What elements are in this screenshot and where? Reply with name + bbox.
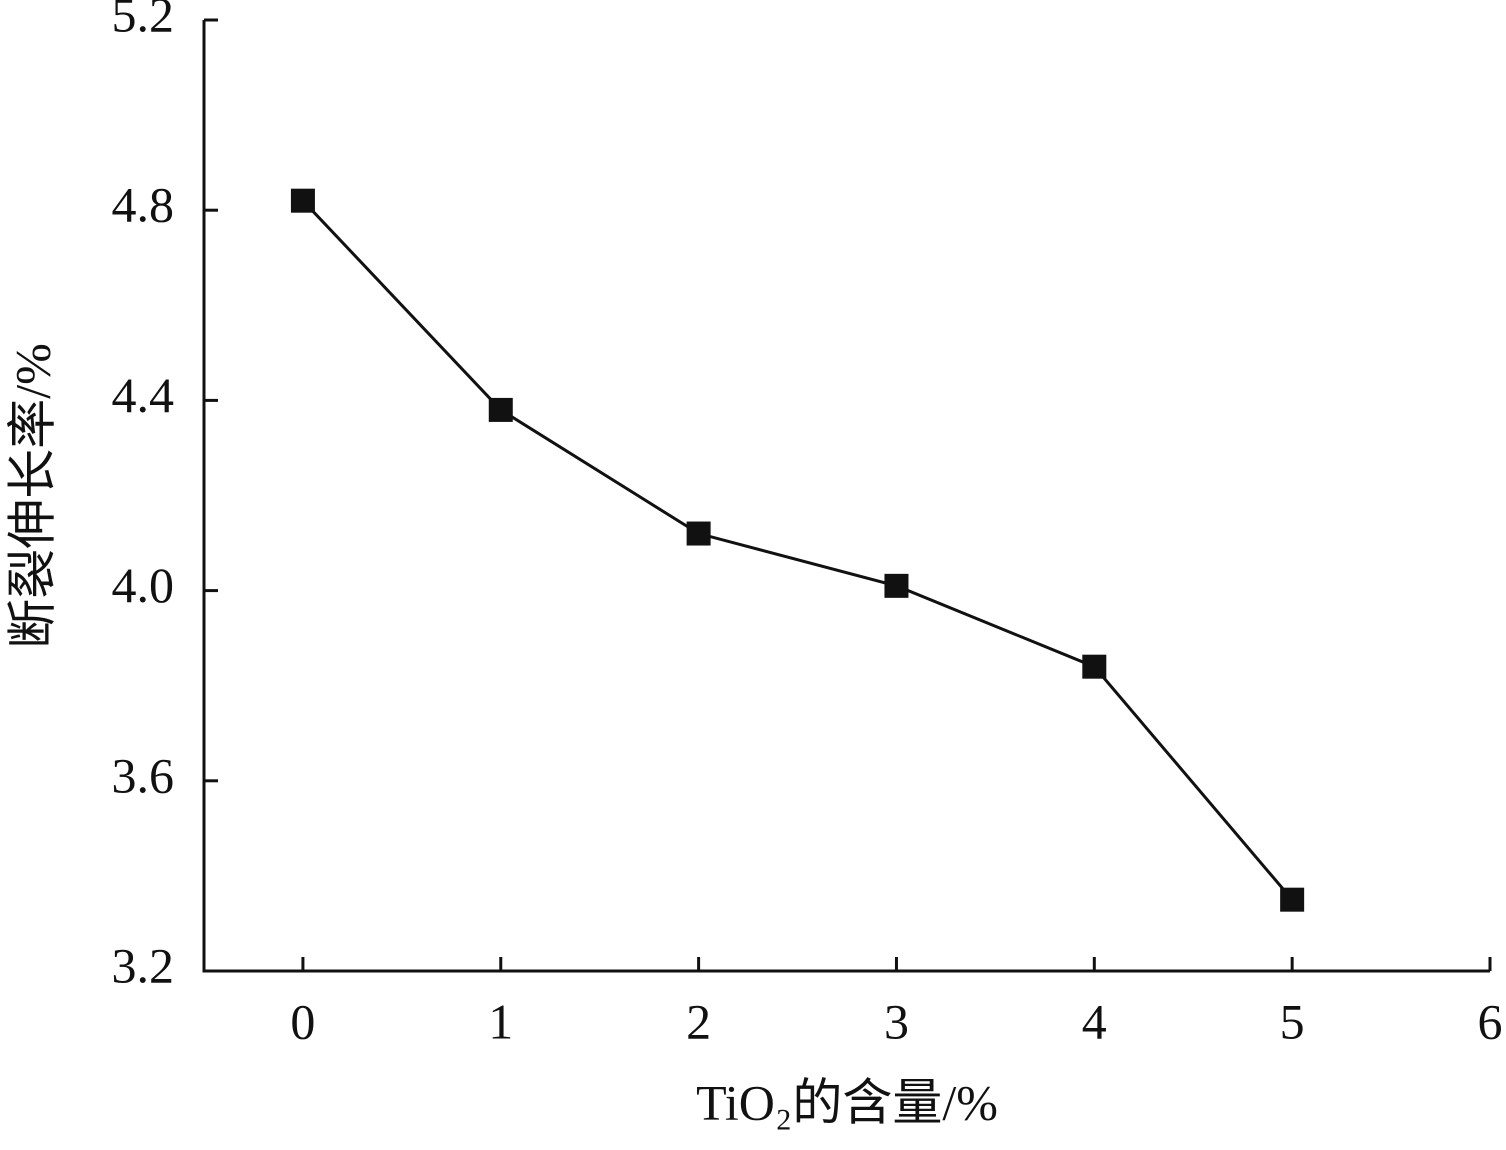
y-tick-label: 4.0 xyxy=(112,557,175,613)
x-tick-label: 0 xyxy=(290,993,315,1049)
x-tick-label: 4 xyxy=(1082,993,1107,1049)
y-axis-label: 断裂伸长率/% xyxy=(4,343,60,649)
y-tick-label: 4.8 xyxy=(112,177,175,233)
x-tick-label: 5 xyxy=(1280,993,1305,1049)
y-tick-label: 3.6 xyxy=(112,747,175,803)
data-point xyxy=(290,188,315,213)
x-tick-label: 3 xyxy=(884,993,909,1049)
data-point xyxy=(1082,654,1107,679)
data-point xyxy=(488,397,513,422)
x-tick-label: 6 xyxy=(1478,993,1503,1049)
data-point xyxy=(884,573,909,598)
x-axis-label: TiO₂的含量/% xyxy=(696,1074,998,1130)
x-tick-label: 2 xyxy=(686,993,711,1049)
y-tick-label: 3.2 xyxy=(112,937,175,993)
y-tick-label: 4.4 xyxy=(112,367,175,423)
data-point xyxy=(1280,887,1305,912)
axes xyxy=(202,20,1490,973)
x-tick-label: 1 xyxy=(488,993,513,1049)
y-tick-label: 5.2 xyxy=(112,0,175,42)
data-point xyxy=(686,521,711,546)
data-line xyxy=(301,199,1294,901)
